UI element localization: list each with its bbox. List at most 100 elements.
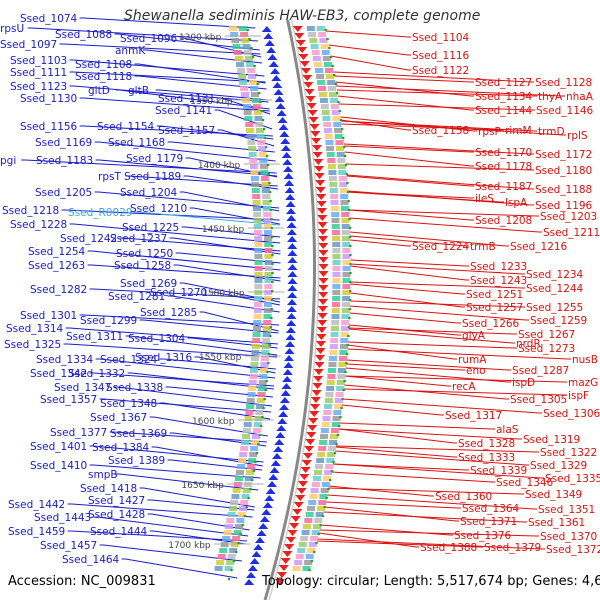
right-connector-line (347, 348, 571, 360)
feature-band (321, 482, 330, 487)
left-strand-gene-arrow (284, 187, 295, 193)
right-connector-line (350, 235, 469, 247)
right-connector-line (323, 511, 527, 523)
left-connector-line (149, 416, 268, 437)
feature-band (306, 26, 315, 31)
right-strand-gene-arrow (304, 446, 315, 452)
gc-dot (251, 55, 255, 59)
feature-band (304, 518, 313, 523)
right-gene-label: nhaA (566, 91, 594, 103)
feature-band (340, 200, 349, 205)
feature-band (311, 530, 320, 535)
gc-dot (259, 100, 262, 104)
left-connector-line (194, 356, 276, 374)
left-gene-label: Ssed_1325 (4, 339, 61, 351)
right-gene-label: Ssed_1335 (545, 473, 600, 485)
right-strand-gene-arrow (285, 537, 296, 543)
left-gene-label: Ssed_1401 (30, 441, 87, 453)
feature-band (254, 278, 263, 283)
left-connector-line (89, 445, 264, 463)
right-strand-gene-arrow (306, 103, 317, 109)
feature-band (231, 38, 240, 43)
right-gene-label: Ssed_1361 (528, 517, 585, 529)
feature-band (336, 146, 345, 151)
left-strand-gene-arrow (270, 460, 281, 466)
feature-band (251, 188, 260, 193)
feature-band (329, 350, 338, 355)
feature-band (338, 362, 347, 367)
left-connector-line (79, 17, 256, 29)
feature-band (334, 134, 343, 139)
left-connector-line (89, 372, 275, 387)
scale-tick-label: 1700 kbp (168, 541, 211, 551)
gc-dot (319, 523, 323, 527)
feature-band (318, 500, 327, 505)
left-connector-line (69, 59, 265, 77)
feature-band (251, 434, 260, 439)
left-gene-label: Ssed_1141 (155, 105, 212, 117)
gc-dot (343, 154, 347, 158)
feature-band (332, 248, 341, 253)
feature-band (232, 536, 241, 541)
left-strand-gene-arrow (267, 54, 278, 60)
left-strand-gene-arrow (249, 558, 260, 564)
gc-dot (348, 289, 352, 293)
left-gene-label: Ssed_1304 (128, 333, 186, 345)
feature-band (250, 356, 259, 361)
scale-tick-label: 1300 kbp (179, 33, 222, 43)
right-gene-label: Ssed_1333 (458, 452, 515, 464)
gc-dot (308, 568, 311, 572)
left-strand-gene-arrow (287, 257, 298, 263)
right-gene-label: Ssed_1196 (535, 200, 593, 212)
gc-dot (270, 226, 274, 230)
feature-band (342, 278, 351, 283)
gc-dot (333, 451, 337, 455)
left-strand-gene-arrow (287, 285, 298, 291)
feature-band (319, 92, 328, 97)
feature-band (230, 32, 239, 37)
feature-band (214, 566, 223, 571)
feature-band (341, 212, 350, 217)
right-strand-gene-arrow (315, 355, 326, 361)
feature-band (337, 374, 346, 379)
left-gene-label: Ssed_1338 (106, 382, 163, 394)
feature-band (330, 338, 339, 343)
feature-band (258, 380, 267, 385)
right-gene-label: Ssed_1122 (412, 65, 469, 77)
feature-band (219, 548, 228, 553)
feature-band (241, 92, 250, 97)
right-connector-line (341, 123, 504, 131)
right-strand-gene-arrow (312, 152, 323, 158)
gc-dot (348, 316, 351, 320)
left-strand-gene-arrow (283, 173, 294, 179)
left-strand-gene-arrow (279, 404, 290, 410)
right-strand-gene-arrow (295, 495, 306, 501)
feature-band (237, 68, 246, 73)
left-gene-label: Ssed_1205 (35, 187, 92, 199)
left-connector-line (63, 343, 277, 358)
left-gene-label: Ssed_1270 (150, 287, 207, 299)
left-connector-line (95, 159, 277, 177)
gc-dot (268, 181, 271, 185)
gc-dot (260, 109, 264, 113)
feature-band (263, 224, 272, 229)
feature-band (244, 116, 253, 121)
feature-band (341, 302, 350, 307)
feature-band (332, 254, 341, 259)
feature-band (253, 308, 262, 313)
left-gene-label: Ssed_1074 (20, 13, 78, 25)
feature-band (309, 494, 318, 499)
left-connector-line (167, 295, 280, 313)
left-strand-gene-arrow (275, 432, 286, 438)
right-strand-gene-arrow (317, 320, 328, 326)
left-gene-label: Ssed_1314 (6, 323, 64, 335)
left-gene-label: Ssed_1156 (20, 121, 78, 133)
right-strand-gene-arrow (298, 481, 309, 487)
gc-dot (330, 469, 334, 473)
feature-band (245, 122, 254, 127)
feature-band (329, 434, 338, 439)
feature-band (255, 410, 264, 415)
feature-band (250, 446, 259, 451)
left-strand-gene-arrow (284, 180, 295, 186)
feature-band (249, 164, 258, 169)
